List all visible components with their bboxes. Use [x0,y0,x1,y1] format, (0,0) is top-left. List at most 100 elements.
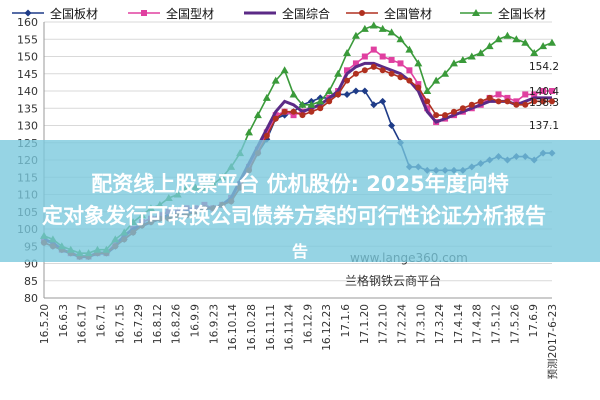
x-tick-label: 16.9.9 [190,304,202,337]
x-tick-label: 17.3.10 [415,304,427,344]
point-marker [423,87,432,94]
point-marker [244,128,253,136]
point-marker [361,87,369,95]
point-marker [442,112,449,119]
x-tick-label: 16.12.9 [302,304,314,344]
x-tick-label: 预测2017-6-23 [546,304,559,379]
point-marker [369,21,378,29]
headline-line-1: 配资线上股票平台 优机股份: 2025年度向特 [91,172,509,196]
legend-item-3: 全国综合 [244,6,330,21]
point-marker [263,129,270,136]
point-marker [503,31,512,39]
x-tick-label: 16.6.17 [77,304,89,344]
point-marker [289,90,298,98]
point-marker [397,74,404,81]
point-marker [317,105,324,112]
x-tick-label: 16.12.23 [321,304,333,351]
end-value-label: 140.4 [529,86,559,98]
point-marker [334,69,343,77]
y-tick-label: 130 [17,120,38,133]
y-tick-label: 140 [17,85,38,98]
x-tick-label: 16.11.24 [284,304,296,351]
point-marker [388,56,395,63]
point-marker [406,67,413,74]
y-tick-label: 135 [17,102,38,115]
x-tick-label: 17.2.10 [378,304,390,344]
point-marker [272,112,279,119]
point-marker [477,98,484,105]
legend-item-5: 全国长材 [460,6,546,21]
point-marker [424,98,431,105]
x-tick-label: 17.4.14 [453,304,465,344]
point-marker [540,88,547,94]
headline-line-2: 定对象发行可转换公司债券方案的可行性论证分析报告 [42,204,546,228]
x-tick-label: 17.2.24 [396,304,408,344]
point-marker [351,31,360,39]
legend-label: 全国管材 [384,6,432,21]
point-marker [467,52,476,60]
legend-label: 全国板材 [50,6,98,21]
point-marker [361,53,368,60]
point-marker [361,67,368,74]
point-marker [299,112,306,119]
legend-label: 全国综合 [282,6,330,21]
point-marker [344,77,351,84]
point-marker [307,100,316,108]
point-marker [449,59,458,67]
point-marker [378,24,387,32]
x-tick-label: 17.1.20 [359,304,371,344]
end-value-label: 154.2 [529,61,559,73]
point-marker [485,42,494,50]
y-tick-label: 85 [24,275,38,288]
point-marker [476,49,485,57]
point-marker [352,60,359,67]
point-marker [540,98,547,105]
watermark-brand: 兰格钢铁云商平台 [345,273,441,288]
x-tick-label: 17.4.28 [472,304,484,344]
point-marker [253,111,262,119]
point-marker [504,94,511,101]
point-marker [344,67,351,74]
legend-item-1: 全国板材 [12,6,98,21]
point-marker [432,76,441,84]
point-marker [539,42,548,50]
x-tick-label: 16.11.11 [265,304,277,351]
point-marker [396,35,405,43]
headline-line-3: 告 [291,242,308,261]
point-marker [522,101,529,108]
point-marker [388,70,395,77]
point-marker [387,28,396,36]
point-marker [370,46,377,53]
point-marker [522,91,529,98]
x-tick-label: 16.7.1 [95,304,107,337]
point-marker [441,69,450,77]
point-marker [290,112,297,119]
point-marker [415,81,422,88]
point-marker [24,9,32,17]
point-marker [549,98,555,105]
point-marker [281,108,288,115]
point-marker [263,132,270,139]
point-marker [504,98,511,105]
point-marker [531,91,538,98]
point-marker [343,90,351,98]
x-tick-label: 16.5.20 [39,304,51,344]
point-marker [530,49,539,57]
point-marker [308,108,315,115]
x-tick-label: 16.10.14 [227,304,239,351]
point-marker [495,91,502,98]
point-marker [494,35,503,43]
point-marker [548,38,556,46]
legend-item-2: 全国型材 [128,6,214,21]
point-marker [397,60,404,67]
point-marker [379,67,386,74]
x-tick-label: 17.5.26 [509,304,521,344]
point-marker [549,88,555,94]
y-tick-label: 160 [17,16,38,29]
x-tick-label: 16.8.12 [152,304,164,344]
point-marker [433,112,440,119]
point-marker [141,10,147,16]
x-tick-label: 16.6.3 [58,304,70,337]
point-marker [513,101,520,108]
